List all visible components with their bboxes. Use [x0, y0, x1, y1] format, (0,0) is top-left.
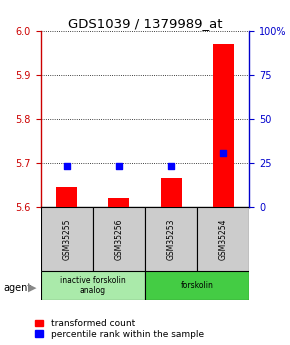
Bar — [108, 198, 129, 207]
Text: GSM35256: GSM35256 — [114, 218, 124, 260]
Point — [169, 163, 173, 169]
Text: GSM35254: GSM35254 — [219, 218, 228, 260]
Text: GSM35253: GSM35253 — [166, 218, 176, 260]
Bar — [161, 178, 182, 207]
FancyBboxPatch shape — [41, 271, 145, 300]
Point — [117, 163, 121, 169]
Bar — [56, 187, 77, 207]
Text: GSM35255: GSM35255 — [62, 218, 71, 260]
FancyBboxPatch shape — [145, 207, 197, 271]
FancyBboxPatch shape — [197, 207, 249, 271]
Point — [64, 163, 69, 169]
Text: agent: agent — [3, 283, 31, 293]
Bar — [213, 44, 234, 207]
Text: inactive forskolin
analog: inactive forskolin analog — [60, 276, 126, 295]
Text: ▶: ▶ — [28, 283, 36, 293]
FancyBboxPatch shape — [145, 271, 249, 300]
FancyBboxPatch shape — [41, 207, 93, 271]
Legend: transformed count, percentile rank within the sample: transformed count, percentile rank withi… — [34, 317, 206, 341]
Point — [221, 150, 226, 156]
FancyBboxPatch shape — [93, 207, 145, 271]
Title: GDS1039 / 1379989_at: GDS1039 / 1379989_at — [68, 17, 222, 30]
Text: forskolin: forskolin — [181, 281, 214, 290]
